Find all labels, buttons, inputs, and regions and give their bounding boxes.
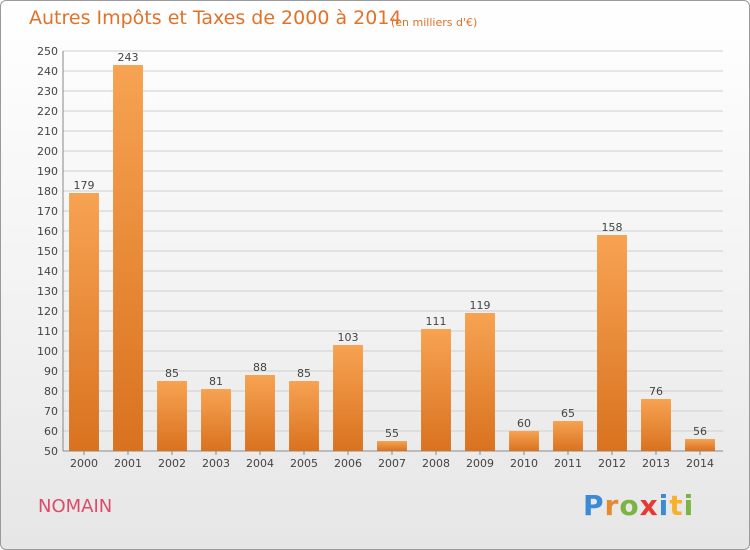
y-tick-label: 230 [37,85,58,98]
y-tick-label: 240 [37,65,58,78]
x-tick-label-2014: 2014 [686,457,714,470]
logo-letter: P [583,489,605,522]
bar-2007 [377,441,407,451]
data-label-2010: 60 [517,417,531,430]
y-tick-label: 60 [44,425,58,438]
bar-2000 [69,193,99,451]
y-tick-label: 170 [37,205,58,218]
data-label-2000: 179 [74,179,95,192]
data-label-2009: 119 [470,299,491,312]
x-tick-label-2007: 2007 [378,457,406,470]
data-label-2002: 85 [165,367,179,380]
bar-2014 [685,439,715,451]
chart-subtitle: (en milliers d'€) [391,16,478,29]
x-tick-label-2002: 2002 [158,457,186,470]
y-tick-label: 110 [37,325,58,338]
y-tick-label: 210 [37,125,58,138]
y-tick-label: 90 [44,365,58,378]
x-tick-label-2005: 2005 [290,457,318,470]
logo-letter: i [658,489,670,522]
y-tick-label: 160 [37,225,58,238]
y-tick-label: 190 [37,165,58,178]
data-label-2005: 85 [297,367,311,380]
y-tick-label: 140 [37,265,58,278]
y-tick-label: 130 [37,285,58,298]
data-label-2003: 81 [209,375,223,388]
logo-letter: o [619,489,640,522]
y-tick-label: 70 [44,405,58,418]
data-label-2011: 65 [561,407,575,420]
x-tick-label-2011: 2011 [554,457,582,470]
data-label-2012: 158 [602,221,623,234]
x-tick-label-2001: 2001 [114,457,142,470]
x-tick-label-2008: 2008 [422,457,450,470]
logo-letter: i [683,489,695,522]
y-tick-label: 100 [37,345,58,358]
bar-2002 [157,381,187,451]
x-tick-label-2013: 2013 [642,457,670,470]
x-tick-label-2010: 2010 [510,457,538,470]
bar-2006 [333,345,363,451]
logo-letter: r [604,489,620,522]
y-tick-label: 250 [37,45,58,58]
bar-2005 [289,381,319,451]
data-label-2007: 55 [385,427,399,440]
y-tick-label: 180 [37,185,58,198]
y-tick-label: 220 [37,105,58,118]
bar-2010 [509,431,539,451]
bar-2011 [553,421,583,451]
commune-name: NOMAIN [38,496,113,517]
x-tick-label-2012: 2012 [598,457,626,470]
bar-2001 [113,65,143,451]
bar-2013 [641,399,671,451]
x-tick-label-2009: 2009 [466,457,494,470]
x-tick-label-2006: 2006 [334,457,362,470]
logo-letter: x [639,489,659,522]
data-label-2004: 88 [253,361,267,374]
data-label-2001: 243 [118,51,139,64]
x-tick-label-2004: 2004 [246,457,274,470]
data-label-2014: 56 [693,425,707,438]
bar-2008 [421,329,451,451]
data-label-2008: 111 [426,315,447,328]
bar-2004 [245,375,275,451]
bar-2009 [465,313,495,451]
logo-letter: t [669,489,684,522]
bar-2003 [201,389,231,451]
data-label-2013: 76 [649,385,663,398]
x-tick-label-2003: 2003 [202,457,230,470]
y-tick-label: 120 [37,305,58,318]
y-tick-label: 80 [44,385,58,398]
proxiti-logo: Proxiti [583,489,694,522]
data-label-2006: 103 [338,331,359,344]
y-tick-label: 200 [37,145,58,158]
y-tick-label: 50 [44,445,58,458]
x-tick-label-2000: 2000 [70,457,98,470]
chart-title: Autres Impôts et Taxes de 2000 à 2014 [29,7,402,29]
bar-2012 [597,235,627,451]
y-tick-label: 150 [37,245,58,258]
